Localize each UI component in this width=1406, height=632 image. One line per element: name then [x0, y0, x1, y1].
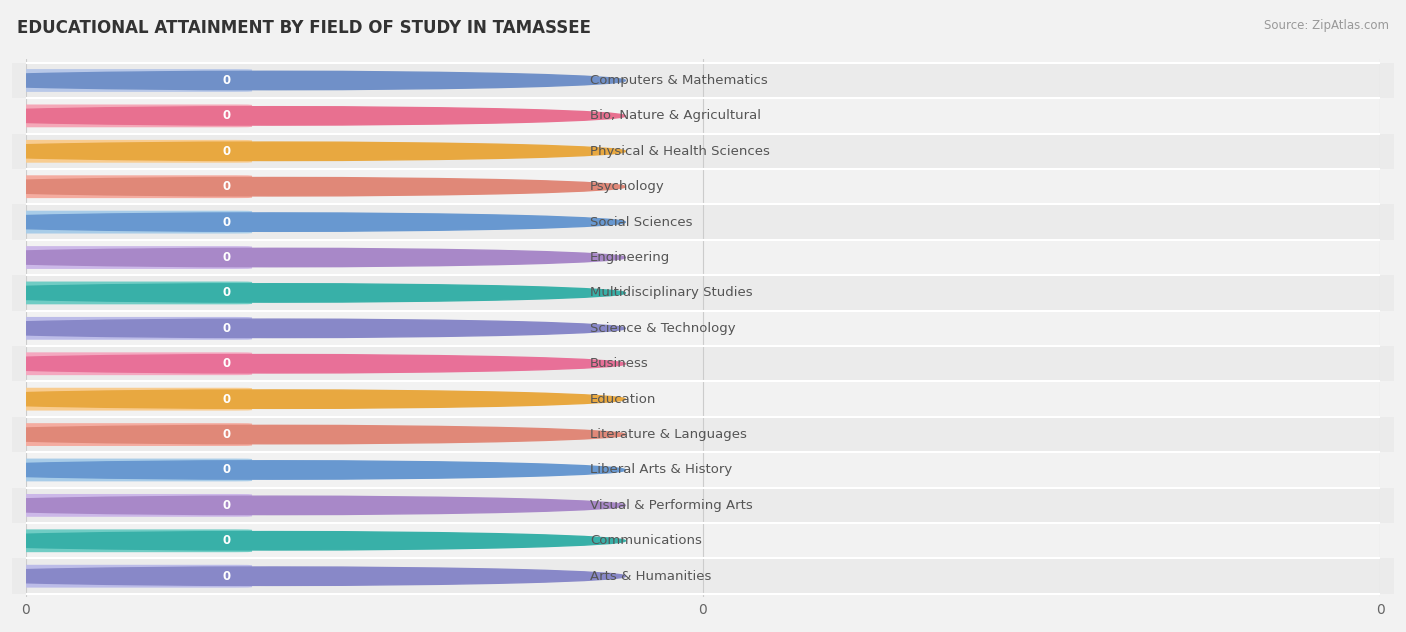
Text: Psychology: Psychology: [591, 180, 665, 193]
Circle shape: [0, 248, 626, 267]
Text: 0: 0: [222, 109, 231, 123]
Text: 0: 0: [222, 322, 231, 335]
FancyBboxPatch shape: [10, 423, 252, 446]
FancyBboxPatch shape: [10, 317, 252, 340]
Text: Literature & Languages: Literature & Languages: [591, 428, 747, 441]
Circle shape: [0, 496, 626, 514]
Circle shape: [0, 425, 626, 444]
Text: 0: 0: [222, 534, 231, 547]
FancyBboxPatch shape: [10, 565, 252, 588]
FancyBboxPatch shape: [10, 281, 252, 305]
Text: 0: 0: [222, 286, 231, 300]
Text: EDUCATIONAL ATTAINMENT BY FIELD OF STUDY IN TAMASSEE: EDUCATIONAL ATTAINMENT BY FIELD OF STUDY…: [17, 19, 591, 37]
Text: 0: 0: [222, 180, 231, 193]
FancyBboxPatch shape: [10, 210, 252, 233]
Text: 0: 0: [222, 463, 231, 477]
Text: Source: ZipAtlas.com: Source: ZipAtlas.com: [1264, 19, 1389, 32]
Text: 0: 0: [222, 74, 231, 87]
FancyBboxPatch shape: [13, 133, 1393, 169]
FancyBboxPatch shape: [10, 246, 252, 269]
Text: Social Sciences: Social Sciences: [591, 216, 693, 229]
FancyBboxPatch shape: [13, 559, 1393, 594]
Circle shape: [0, 355, 626, 373]
Circle shape: [0, 142, 626, 161]
Text: Engineering: Engineering: [591, 251, 671, 264]
Text: Communications: Communications: [591, 534, 702, 547]
Text: Computers & Mathematics: Computers & Mathematics: [591, 74, 768, 87]
Text: Liberal Arts & History: Liberal Arts & History: [591, 463, 733, 477]
Text: Science & Technology: Science & Technology: [591, 322, 735, 335]
Circle shape: [0, 213, 626, 231]
Text: 0: 0: [222, 392, 231, 406]
FancyBboxPatch shape: [10, 104, 252, 127]
Text: Physical & Health Sciences: Physical & Health Sciences: [591, 145, 770, 158]
FancyBboxPatch shape: [10, 459, 252, 482]
Circle shape: [0, 532, 626, 550]
FancyBboxPatch shape: [13, 63, 1393, 98]
Text: 0: 0: [222, 499, 231, 512]
Text: 0: 0: [222, 428, 231, 441]
FancyBboxPatch shape: [10, 175, 252, 198]
Text: Arts & Humanities: Arts & Humanities: [591, 569, 711, 583]
FancyBboxPatch shape: [10, 494, 252, 517]
Circle shape: [0, 284, 626, 302]
Circle shape: [0, 390, 626, 408]
Text: 0: 0: [222, 251, 231, 264]
FancyBboxPatch shape: [13, 488, 1393, 523]
Text: Visual & Performing Arts: Visual & Performing Arts: [591, 499, 752, 512]
Text: Business: Business: [591, 357, 648, 370]
Circle shape: [0, 107, 626, 125]
Circle shape: [0, 319, 626, 337]
Text: 0: 0: [222, 357, 231, 370]
FancyBboxPatch shape: [10, 530, 252, 552]
FancyBboxPatch shape: [13, 204, 1393, 240]
FancyBboxPatch shape: [10, 353, 252, 375]
Text: Education: Education: [591, 392, 657, 406]
FancyBboxPatch shape: [10, 388, 252, 411]
Text: 0: 0: [222, 569, 231, 583]
Circle shape: [0, 71, 626, 90]
FancyBboxPatch shape: [13, 417, 1393, 453]
Text: 0: 0: [222, 145, 231, 158]
FancyBboxPatch shape: [13, 346, 1393, 382]
FancyBboxPatch shape: [13, 275, 1393, 311]
Circle shape: [0, 567, 626, 585]
Text: Bio, Nature & Agricultural: Bio, Nature & Agricultural: [591, 109, 761, 123]
FancyBboxPatch shape: [10, 69, 252, 92]
FancyBboxPatch shape: [10, 140, 252, 162]
Circle shape: [0, 461, 626, 479]
Circle shape: [0, 178, 626, 196]
Text: 0: 0: [222, 216, 231, 229]
Text: Multidisciplinary Studies: Multidisciplinary Studies: [591, 286, 752, 300]
